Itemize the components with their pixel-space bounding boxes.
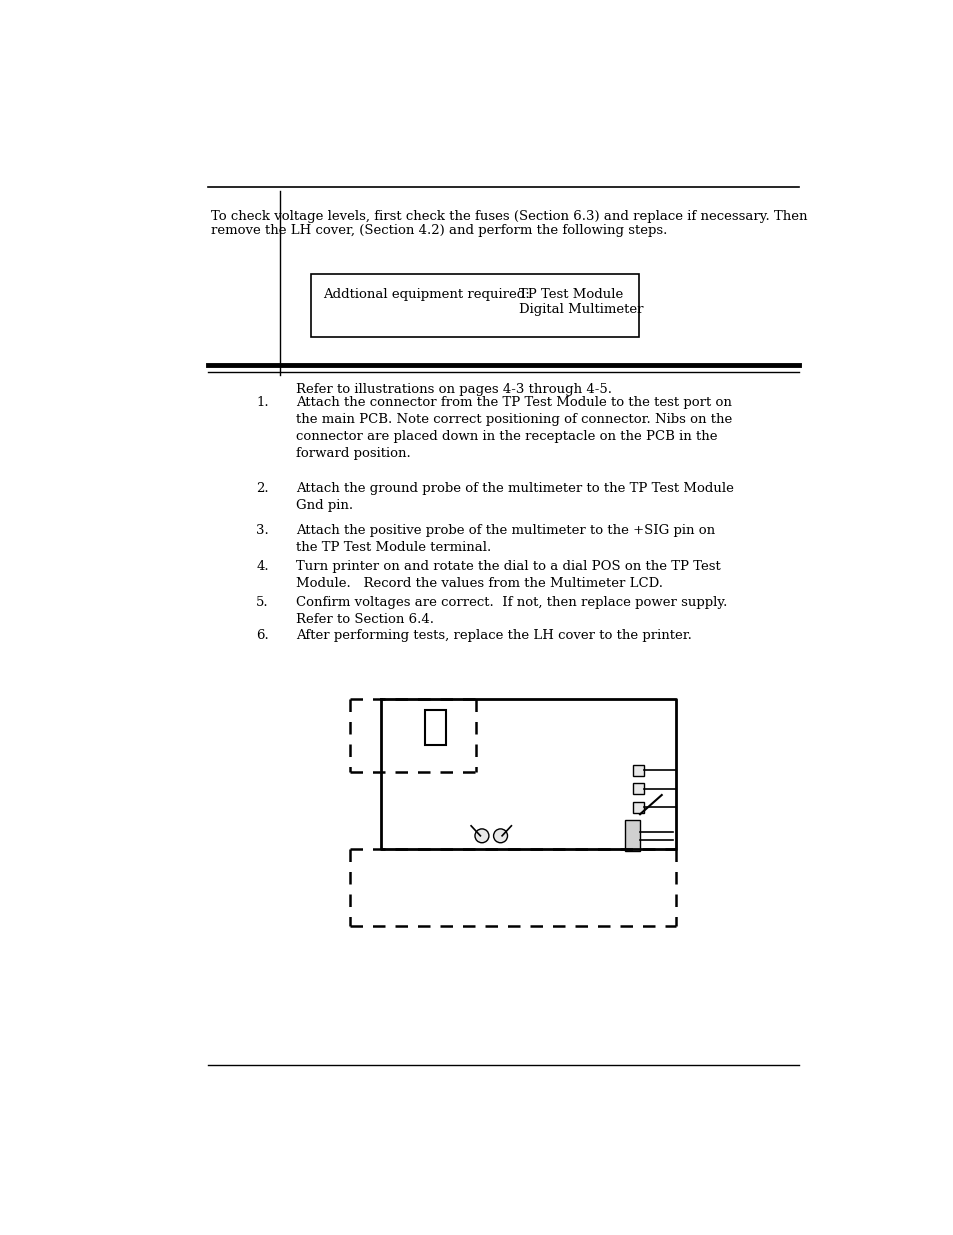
Text: 5.: 5. <box>256 597 269 609</box>
Text: Refer to illustrations on pages 4-3 through 4-5.: Refer to illustrations on pages 4-3 thro… <box>295 383 611 396</box>
Bar <box>624 820 639 851</box>
Text: 1.: 1. <box>256 396 269 409</box>
Text: To check voltage levels, first check the fuses (Section 6.3) and replace if nece: To check voltage levels, first check the… <box>211 210 806 222</box>
Bar <box>633 802 643 813</box>
Text: 6.: 6. <box>255 630 269 642</box>
Circle shape <box>493 829 507 842</box>
Text: Confirm voltages are correct.  If not, then replace power supply.
Refer to Secti: Confirm voltages are correct. If not, th… <box>295 597 726 626</box>
Bar <box>633 764 643 776</box>
Text: Attach the ground probe of the multimeter to the TP Test Module
Gnd pin.: Attach the ground probe of the multimete… <box>295 482 733 511</box>
Text: 3.: 3. <box>255 524 269 537</box>
Text: Digital Multimeter: Digital Multimeter <box>518 303 643 316</box>
Text: Turn printer on and rotate the dial to a dial POS on the TP Test
Module.   Recor: Turn printer on and rotate the dial to a… <box>295 561 720 590</box>
Text: remove the LH cover, (Section 4.2) and perform the following steps.: remove the LH cover, (Section 4.2) and p… <box>211 224 666 237</box>
Text: Attach the connector from the TP Test Module to the test port on
the main PCB. N: Attach the connector from the TP Test Mo… <box>295 396 732 461</box>
Bar <box>424 710 446 745</box>
Text: Attach the positive probe of the multimeter to the +SIG pin on
the TP Test Modul: Attach the positive probe of the multime… <box>295 524 715 555</box>
Bar <box>311 274 638 337</box>
Text: TP Test Module: TP Test Module <box>518 288 622 300</box>
Circle shape <box>475 829 488 842</box>
Text: 4.: 4. <box>256 561 269 573</box>
Bar <box>633 783 643 794</box>
Text: 2.: 2. <box>256 482 269 494</box>
Text: Addtional equipment required:: Addtional equipment required: <box>323 288 529 300</box>
Text: After performing tests, replace the LH cover to the printer.: After performing tests, replace the LH c… <box>295 630 691 642</box>
